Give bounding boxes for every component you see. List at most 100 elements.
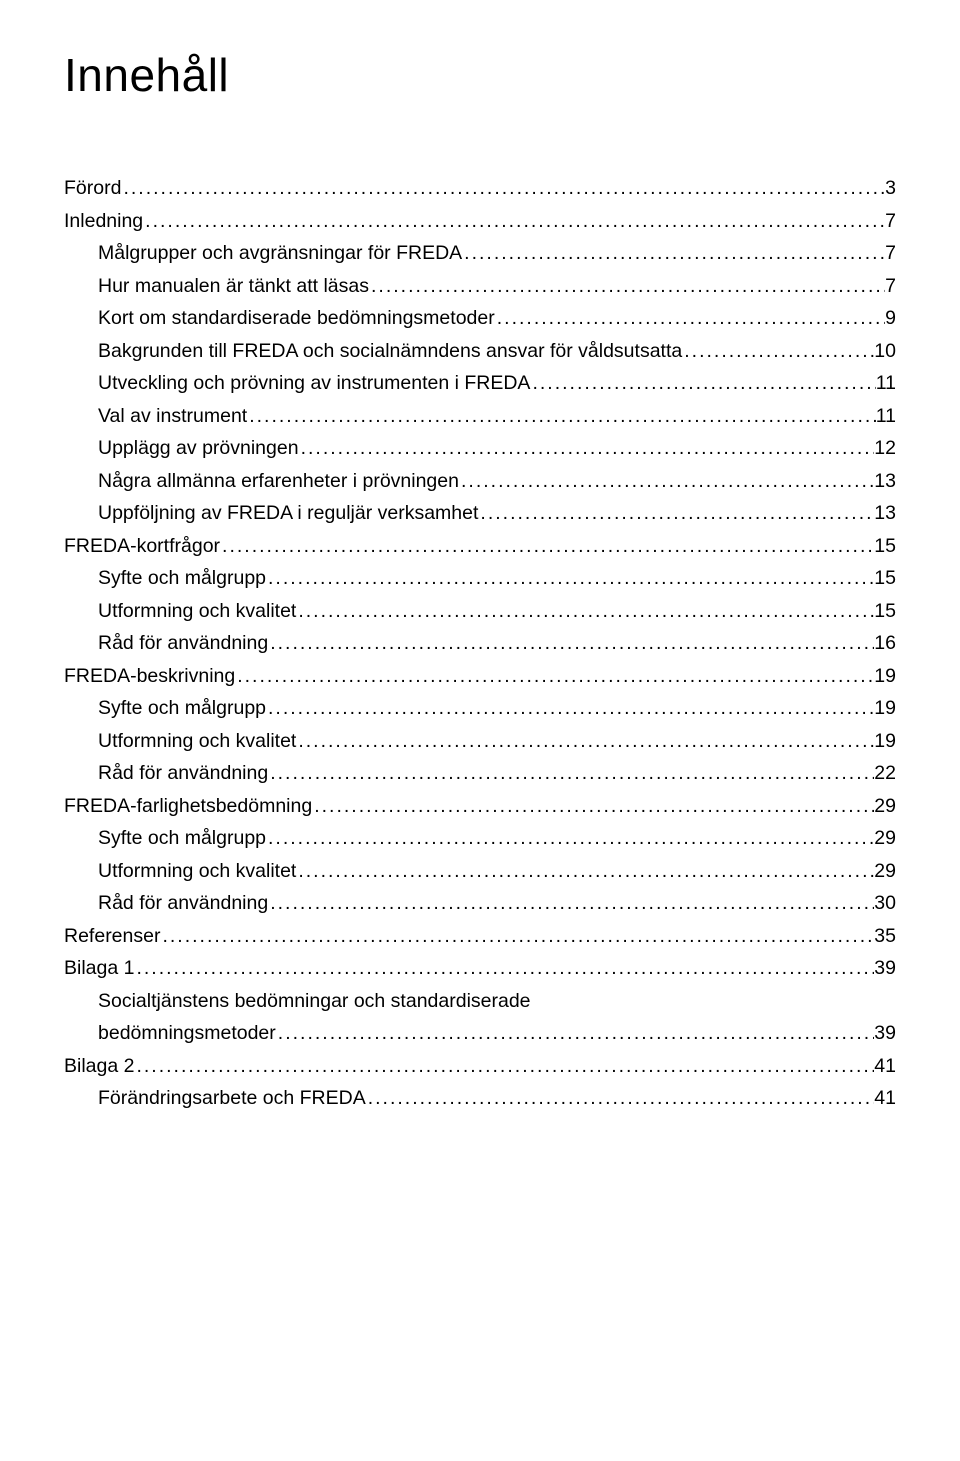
toc-entry-page: 13 — [874, 504, 896, 524]
toc-dot-leader — [143, 212, 885, 232]
toc-entry-label: Råd för användning — [98, 764, 268, 784]
toc-entry-label: bedömningsmetoder — [98, 1024, 276, 1044]
toc-dot-leader — [121, 179, 885, 199]
toc-dot-leader — [312, 797, 874, 817]
toc-entry-label: Syfte och målgrupp — [98, 829, 266, 849]
toc-entry: Inledning 7 — [64, 212, 896, 232]
toc-entry-label: Syfte och målgrupp — [98, 569, 266, 589]
toc-entry-page: 13 — [874, 472, 896, 492]
toc-entry-page: 12 — [874, 439, 896, 459]
toc-entry-page: 15 — [874, 569, 896, 589]
toc-entry-page: 19 — [874, 732, 896, 752]
toc-entry: Utformning och kvalitet 29 — [64, 862, 896, 882]
toc-entry-label: Utformning och kvalitet — [98, 862, 296, 882]
toc-entry-label: Utveckling och prövning av instrumenten … — [98, 374, 530, 394]
toc-entry-label: FREDA-kortfrågor — [64, 537, 220, 557]
toc-dot-leader — [160, 927, 874, 947]
toc-dot-leader — [266, 829, 874, 849]
toc-entry: Referenser 35 — [64, 927, 896, 947]
toc-entry: Målgrupper och avgränsningar för FREDA 7 — [64, 244, 896, 264]
table-of-contents: Förord3Inledning7Målgrupper och avgränsn… — [64, 166, 896, 1109]
toc-dot-leader — [268, 764, 874, 784]
toc-entry-page: 41 — [874, 1089, 896, 1109]
toc-entry-label: Målgrupper och avgränsningar för FREDA — [98, 244, 462, 264]
toc-entry-label: Bakgrunden till FREDA och socialnämndens… — [98, 342, 682, 362]
toc-dot-leader — [530, 374, 875, 394]
toc-entry-page: 39 — [874, 1024, 896, 1044]
toc-entry-label: Inledning — [64, 212, 143, 232]
toc-entry-page: 30 — [874, 894, 896, 914]
page-title: Innehåll — [64, 48, 896, 102]
toc-entry-label: Referenser — [64, 927, 160, 947]
toc-entry: FREDA-farlighetsbedömning 29 — [64, 797, 896, 817]
toc-entry: bedömningsmetoder 39 — [64, 1024, 896, 1044]
toc-entry-page: 29 — [874, 862, 896, 882]
toc-dot-leader — [369, 277, 885, 297]
toc-entry-page: 22 — [874, 764, 896, 784]
toc-dot-leader — [268, 894, 874, 914]
toc-dot-leader — [296, 602, 874, 622]
toc-dot-leader — [462, 244, 885, 264]
toc-entry-label: Råd för användning — [98, 634, 268, 654]
toc-entry-page: 39 — [874, 959, 896, 979]
toc-entry: Råd för användning 22 — [64, 764, 896, 784]
toc-entry: Hur manualen är tänkt att läsas7 — [64, 277, 896, 297]
toc-entry-page: 7 — [885, 244, 896, 264]
toc-entry-label: Bilaga 1 — [64, 959, 134, 979]
toc-dot-leader — [266, 569, 874, 589]
toc-entry-page: 7 — [885, 212, 896, 232]
toc-entry: Råd för användning16 — [64, 634, 896, 654]
toc-entry: Kort om standardiserade bedömningsmetode… — [64, 309, 896, 329]
toc-entry-page: 11 — [876, 374, 896, 394]
toc-entry-page: 11 — [876, 407, 896, 427]
toc-entry-page: 15 — [874, 537, 896, 557]
toc-dot-leader — [134, 1057, 874, 1077]
toc-dot-leader — [366, 1089, 875, 1109]
toc-entry-page: 7 — [885, 277, 896, 297]
toc-entry-label: Råd för användning — [98, 894, 268, 914]
toc-entry-page: 35 — [874, 927, 896, 947]
toc-entry: FREDA-beskrivning 19 — [64, 667, 896, 687]
toc-entry: Förändringsarbete och FREDA 41 — [64, 1089, 896, 1109]
toc-dot-leader — [296, 732, 874, 752]
toc-entry-page: 41 — [874, 1057, 896, 1077]
toc-entry-label: FREDA-beskrivning — [64, 667, 235, 687]
toc-entry-label: Förändringsarbete och FREDA — [98, 1089, 366, 1109]
toc-entry-page: 3 — [885, 179, 896, 199]
toc-entry: Bilaga 1 39 — [64, 959, 896, 979]
toc-dot-leader — [299, 439, 875, 459]
toc-dot-leader — [495, 309, 885, 329]
toc-entry: Syfte och målgrupp29 — [64, 829, 896, 849]
toc-dot-leader — [682, 342, 874, 362]
toc-entry-label: Upplägg av prövningen — [98, 439, 299, 459]
toc-entry: Utveckling och prövning av instrumenten … — [64, 374, 896, 394]
toc-entry: Utformning och kvalitet 19 — [64, 732, 896, 752]
toc-entry: Uppföljning av FREDA i reguljär verksamh… — [64, 504, 896, 524]
toc-entry-label: Några allmänna erfarenheter i prövningen — [98, 472, 459, 492]
toc-entry-page: 10 — [874, 342, 896, 362]
toc-dot-leader — [247, 407, 876, 427]
toc-entry-page: 15 — [874, 602, 896, 622]
toc-entry-label: Syfte och målgrupp — [98, 699, 266, 719]
toc-entry-label: Utformning och kvalitet — [98, 732, 296, 752]
toc-entry-label: Förord — [64, 179, 121, 199]
toc-entry-label: FREDA-farlighetsbedömning — [64, 797, 312, 817]
toc-entry: Några allmänna erfarenheter i prövningen… — [64, 472, 896, 492]
toc-dot-leader — [296, 862, 874, 882]
toc-dot-leader — [266, 699, 874, 719]
toc-dot-leader — [276, 1024, 875, 1044]
toc-entry-page: 29 — [874, 797, 896, 817]
toc-entry-page: 19 — [874, 667, 896, 687]
toc-entry-label: Bilaga 2 — [64, 1057, 134, 1077]
toc-entry: Utformning och kvalitet15 — [64, 602, 896, 622]
toc-entry-page: 19 — [874, 699, 896, 719]
toc-entry: Bilaga 2 41 — [64, 1057, 896, 1077]
toc-dot-leader — [478, 504, 874, 524]
toc-dot-leader — [134, 959, 874, 979]
toc-entry: Upplägg av prövningen 12 — [64, 439, 896, 459]
toc-entry-label: Kort om standardiserade bedömningsmetode… — [98, 309, 495, 329]
toc-entry: Bakgrunden till FREDA och socialnämndens… — [64, 342, 896, 362]
toc-dot-leader — [459, 472, 874, 492]
toc-entry-label: Uppföljning av FREDA i reguljär verksamh… — [98, 504, 478, 524]
toc-entry: FREDA-kortfrågor 15 — [64, 537, 896, 557]
